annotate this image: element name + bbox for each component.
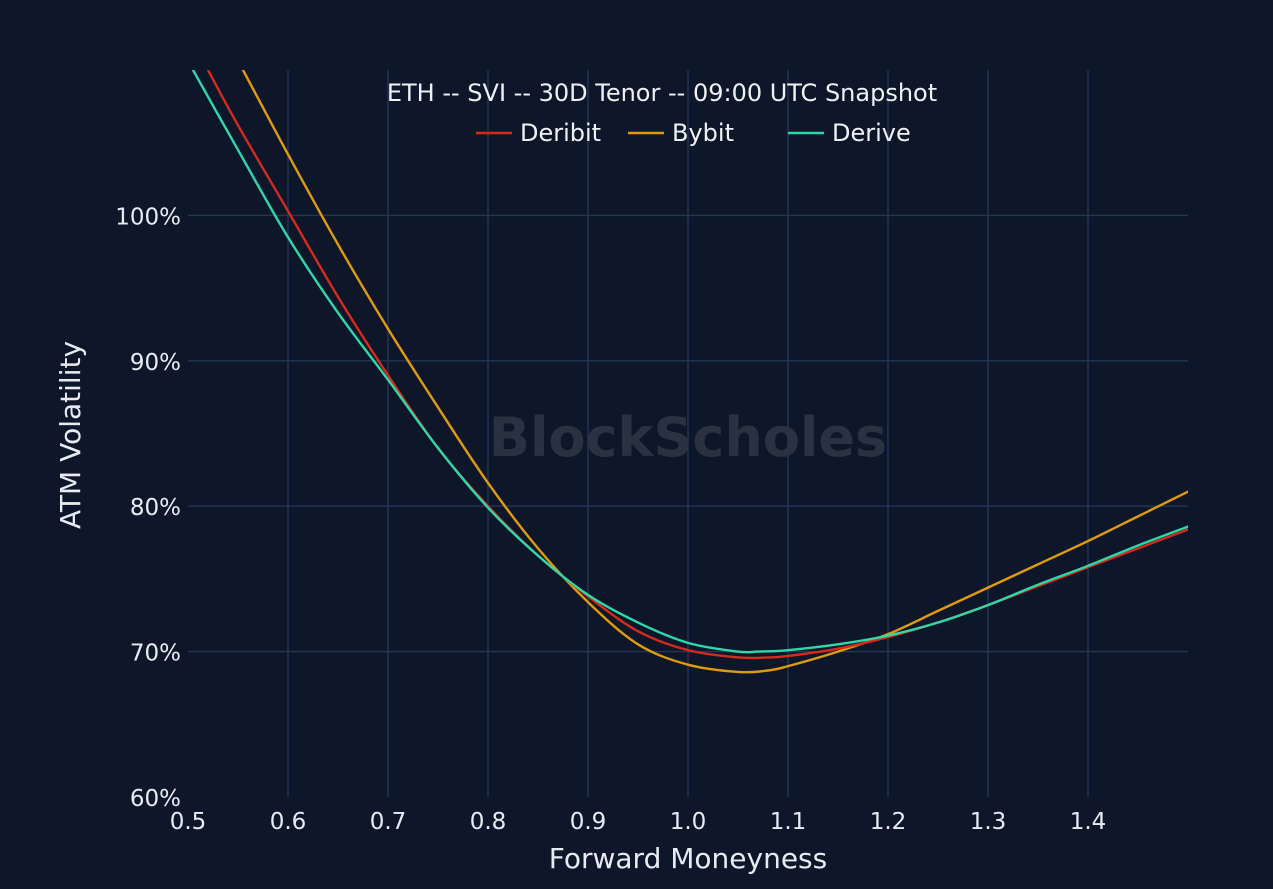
watermark: BlockScholes xyxy=(489,406,887,469)
x-tick-label: 0.5 xyxy=(170,809,207,835)
x-tick-label: 0.7 xyxy=(370,809,407,835)
legend-label: Deribit xyxy=(520,119,601,147)
legend-item-derive[interactable]: Derive xyxy=(788,119,911,147)
x-tick-label: 1.3 xyxy=(970,809,1007,835)
x-tick-label: 0.8 xyxy=(470,809,507,835)
x-tick-label: 1.0 xyxy=(670,809,707,835)
y-tick-label: 100% xyxy=(115,204,181,230)
legend-label: Derive xyxy=(832,119,911,147)
series-line-derive xyxy=(191,70,1188,654)
x-tick-label: 1.2 xyxy=(870,809,907,835)
legend-label: Bybit xyxy=(672,119,734,147)
chart-title: ETH -- SVI -- 30D Tenor -- 09:00 UTC Sna… xyxy=(387,79,937,107)
x-tick-label: 0.9 xyxy=(570,809,607,835)
y-axis-title: ATM Volatility xyxy=(54,341,87,529)
y-tick-label: 90% xyxy=(130,350,181,376)
series-line-bybit xyxy=(241,70,1188,674)
grid-layer xyxy=(188,70,1188,797)
x-tick-label: 1.1 xyxy=(770,809,807,835)
legend-item-bybit[interactable]: Bybit xyxy=(628,119,734,147)
y-tick-label: 80% xyxy=(130,495,181,521)
y-axis-ticks: 60% 70% 80% 90% 100% xyxy=(115,204,181,812)
x-tick-label: 0.6 xyxy=(270,809,307,835)
x-axis-title: Forward Moneyness xyxy=(549,842,827,875)
legend: Deribit Bybit Derive xyxy=(476,119,911,147)
y-tick-label: 60% xyxy=(130,786,181,812)
x-axis-ticks: 0.5 0.6 0.7 0.8 0.9 1.0 1.1 1.2 1.3 1.4 xyxy=(170,809,1107,835)
y-tick-label: 70% xyxy=(130,641,181,667)
x-tick-label: 1.4 xyxy=(1070,809,1107,835)
legend-item-deribit[interactable]: Deribit xyxy=(476,119,601,147)
series-layer xyxy=(191,70,1188,674)
